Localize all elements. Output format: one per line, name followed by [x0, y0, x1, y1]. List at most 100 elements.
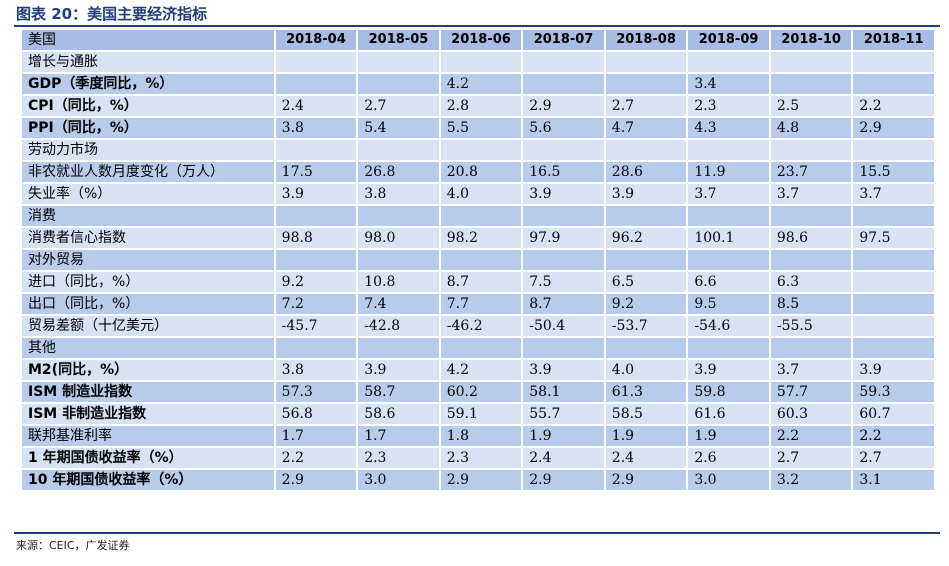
- table-row: ISM 制造业指数 57.3 58.7 60.2 58.1 61.3 59.8 57.7 59.…: [22, 382, 934, 402]
- value-cell: 28.6: [605, 162, 687, 182]
- row-label: M2(同比，%）: [22, 360, 274, 380]
- table-row: 对外贸易: [22, 250, 934, 270]
- value-cell: 7.7: [440, 294, 522, 314]
- value-cell: 26.8: [358, 162, 439, 182]
- value-cell: 5.6: [523, 118, 604, 138]
- value-cell: [770, 140, 852, 160]
- value-cell: 58.6: [358, 404, 439, 424]
- value-cell: 2.3: [358, 448, 439, 468]
- value-cell: 9.2: [605, 294, 687, 314]
- value-cell: [275, 206, 357, 226]
- value-cell: 98.8: [275, 228, 357, 248]
- value-cell: 4.2: [440, 360, 522, 380]
- value-cell: 2.2: [275, 448, 357, 468]
- row-label: 劳动力市场: [22, 140, 274, 160]
- value-cell: 7.5: [523, 272, 604, 292]
- value-cell: 2.3: [440, 448, 522, 468]
- row-label: 出口（同比，%）: [22, 294, 274, 314]
- row-label: 1 年期国债收益率（%）: [22, 448, 274, 468]
- value-cell: 61.6: [688, 404, 769, 424]
- value-cell: 5.4: [358, 118, 439, 138]
- value-cell: -53.7: [605, 316, 687, 336]
- value-cell: [358, 74, 439, 94]
- value-cell: 4.0: [605, 360, 687, 380]
- value-cell: -46.2: [440, 316, 522, 336]
- value-cell: [853, 52, 934, 72]
- column-header: 2018-09: [688, 30, 769, 50]
- value-cell: 8.7: [440, 272, 522, 292]
- row-label: 其他: [22, 338, 274, 358]
- value-cell: 2.5: [770, 96, 852, 116]
- value-cell: 7.2: [275, 294, 357, 314]
- value-cell: 11.9: [688, 162, 769, 182]
- value-cell: [440, 206, 522, 226]
- value-cell: 3.7: [688, 184, 769, 204]
- value-cell: [275, 140, 357, 160]
- value-cell: 2.9: [275, 470, 357, 490]
- value-cell: 57.7: [770, 382, 852, 402]
- bottom-rule: [14, 532, 940, 534]
- value-cell: 3.9: [688, 360, 769, 380]
- row-label: 对外贸易: [22, 250, 274, 270]
- value-cell: 3.9: [275, 184, 357, 204]
- value-cell: 6.5: [605, 272, 687, 292]
- value-cell: 23.7: [770, 162, 852, 182]
- value-cell: 2.9: [523, 470, 604, 490]
- value-cell: 98.6: [770, 228, 852, 248]
- header-country-label: 美国: [22, 30, 274, 50]
- value-cell: [770, 206, 852, 226]
- column-header: 2018-10: [770, 30, 852, 50]
- value-cell: 60.2: [440, 382, 522, 402]
- value-cell: 2.6: [688, 448, 769, 468]
- value-cell: 1.8: [440, 426, 522, 446]
- value-cell: [358, 250, 439, 270]
- column-header: 2018-04: [275, 30, 357, 50]
- value-cell: 100.1: [688, 228, 769, 248]
- value-cell: [440, 250, 522, 270]
- value-cell: 4.2: [440, 74, 522, 94]
- value-cell: [853, 206, 934, 226]
- value-cell: 3.9: [523, 360, 604, 380]
- value-cell: 2.7: [358, 96, 439, 116]
- value-cell: [853, 316, 934, 336]
- value-cell: [605, 250, 687, 270]
- value-cell: [605, 140, 687, 160]
- value-cell: 7.4: [358, 294, 439, 314]
- value-cell: [358, 140, 439, 160]
- value-cell: [853, 140, 934, 160]
- value-cell: 58.1: [523, 382, 604, 402]
- table-body: 增长与通胀 GDP（季度同比，%） 4.2 3.4 CPI（同比，%） 2.4 2.7 2.8…: [22, 52, 934, 490]
- value-cell: 58.5: [605, 404, 687, 424]
- value-cell: [275, 338, 357, 358]
- table-row: PPI（同比，%） 3.8 5.4 5.5 5.6 4.7 4.3 4.8 2.9: [22, 118, 934, 138]
- value-cell: 61.3: [605, 382, 687, 402]
- value-cell: 1.7: [275, 426, 357, 446]
- value-cell: -54.6: [688, 316, 769, 336]
- table-row: 增长与通胀: [22, 52, 934, 72]
- table-row: 出口（同比，%） 7.2 7.4 7.7 8.7 9.2 9.5 8.5: [22, 294, 934, 314]
- value-cell: 1.7: [358, 426, 439, 446]
- value-cell: 6.6: [688, 272, 769, 292]
- value-cell: -55.5: [770, 316, 852, 336]
- row-label: 联邦基准利率: [22, 426, 274, 446]
- value-cell: [358, 52, 439, 72]
- value-cell: 3.0: [688, 470, 769, 490]
- value-cell: [688, 140, 769, 160]
- value-cell: 3.8: [275, 118, 357, 138]
- value-cell: [275, 74, 357, 94]
- value-cell: 20.8: [440, 162, 522, 182]
- value-cell: 2.9: [853, 118, 934, 138]
- header-row: 美国 2018-04 2018-05 2018-06 2018-07 2018-…: [22, 30, 934, 50]
- value-cell: [523, 140, 604, 160]
- value-cell: 2.2: [853, 426, 934, 446]
- value-cell: 2.9: [605, 470, 687, 490]
- table-row: 消费: [22, 206, 934, 226]
- row-label: 贸易差额（十亿美元）: [22, 316, 274, 336]
- value-cell: [770, 338, 852, 358]
- value-cell: 2.7: [853, 448, 934, 468]
- value-cell: [440, 140, 522, 160]
- value-cell: [440, 52, 522, 72]
- value-cell: 2.2: [770, 426, 852, 446]
- row-label: 进口（同比，%）: [22, 272, 274, 292]
- value-cell: 10.8: [358, 272, 439, 292]
